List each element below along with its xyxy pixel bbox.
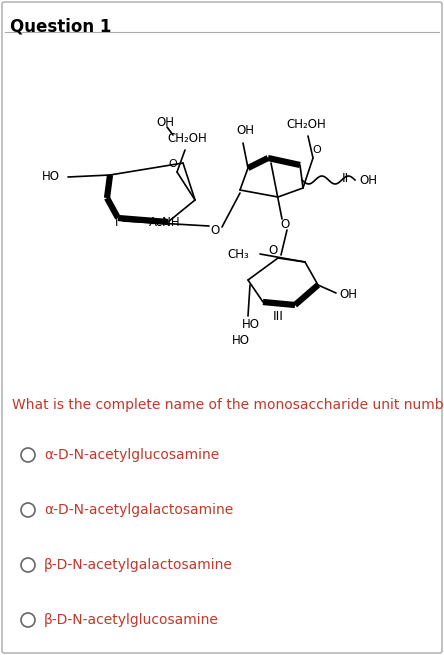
- Text: β-D-N-acetylglucosamine: β-D-N-acetylglucosamine: [44, 613, 219, 627]
- Text: α-D-N-acetylgalactosamine: α-D-N-acetylgalactosamine: [44, 503, 233, 517]
- Text: HO: HO: [242, 318, 260, 331]
- Text: OH: OH: [156, 115, 174, 128]
- Text: II: II: [341, 172, 349, 185]
- Text: What is the complete name of the monosaccharide unit numbered I?: What is the complete name of the monosac…: [12, 398, 444, 412]
- Circle shape: [21, 613, 35, 627]
- Circle shape: [21, 503, 35, 517]
- Text: OH: OH: [359, 174, 377, 187]
- Text: O: O: [169, 159, 177, 169]
- Text: CH₂OH: CH₂OH: [167, 132, 207, 145]
- Text: AcNH: AcNH: [149, 215, 181, 229]
- Text: I: I: [115, 215, 119, 229]
- Text: O: O: [280, 219, 289, 231]
- Text: O: O: [313, 145, 321, 155]
- Text: Question 1: Question 1: [10, 18, 111, 36]
- Text: CH₂OH: CH₂OH: [286, 117, 326, 130]
- Text: OH: OH: [236, 124, 254, 138]
- Text: HO: HO: [232, 333, 250, 346]
- Text: III: III: [273, 310, 283, 324]
- Text: O: O: [210, 223, 220, 236]
- Text: β-D-N-acetylgalactosamine: β-D-N-acetylgalactosamine: [44, 558, 233, 572]
- Text: HO: HO: [42, 170, 60, 183]
- Text: CH₃: CH₃: [227, 248, 249, 261]
- Text: OH: OH: [339, 288, 357, 301]
- Text: O: O: [268, 244, 278, 257]
- Circle shape: [21, 448, 35, 462]
- Text: α-D-N-acetylglucosamine: α-D-N-acetylglucosamine: [44, 448, 219, 462]
- Circle shape: [21, 558, 35, 572]
